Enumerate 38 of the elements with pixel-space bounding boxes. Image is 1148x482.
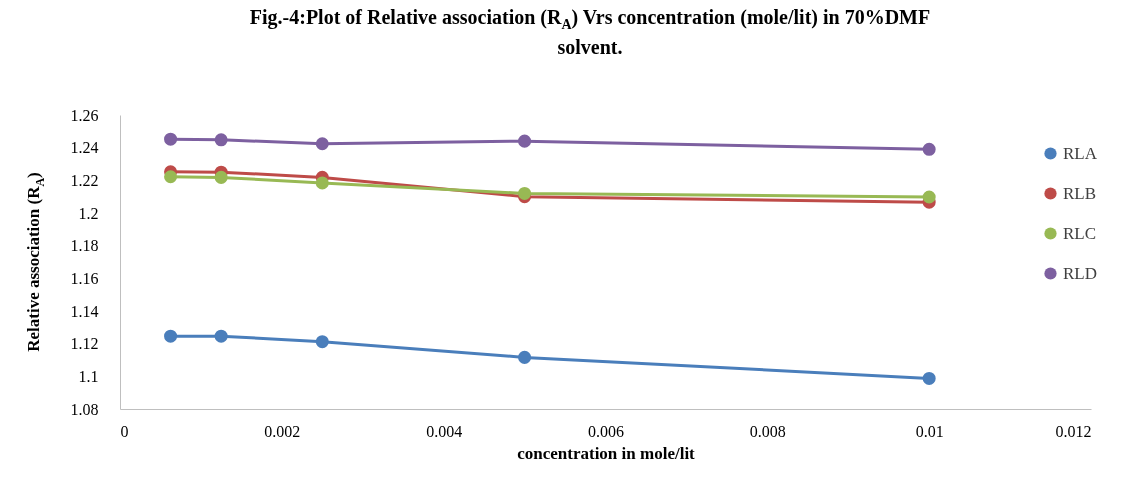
x-tick-label: 0.008 <box>749 422 786 440</box>
point <box>164 132 178 146</box>
point <box>922 190 936 204</box>
x-tick-label: 0 <box>120 422 129 440</box>
y-tick-label: 1.22 <box>70 171 99 189</box>
x-tick-label: 0.01 <box>915 422 944 440</box>
legend-label: RLA <box>1063 143 1098 163</box>
chart-title: Fig.-4:Plot of Relative association (R$_{A}$) Vrs concentration (mole/lit) in 70%DMF solvent. <box>248 6 932 58</box>
y-tick-label: 1.24 <box>70 139 99 157</box>
point <box>164 170 178 184</box>
y-tick-label: 1.1 <box>78 367 99 385</box>
y-tick-label: 1.14 <box>70 302 99 320</box>
x-tick-label: 0.012 <box>1055 422 1092 440</box>
legend-label: RLB <box>1063 183 1097 203</box>
point <box>518 186 532 200</box>
point <box>164 329 178 343</box>
x-axis-title: concentration in mole/lit <box>517 443 696 463</box>
point <box>922 142 936 156</box>
point <box>214 133 228 147</box>
point <box>214 170 228 184</box>
x-tick-label: 0.002 <box>264 422 301 440</box>
y-tick-label: 1.18 <box>70 237 99 255</box>
y-tick-label: 1.12 <box>70 335 99 353</box>
point <box>315 335 329 349</box>
y-tick-label: 1.08 <box>70 400 99 418</box>
y-tick-label: 1.16 <box>70 269 99 287</box>
point <box>214 329 228 343</box>
point <box>518 134 532 148</box>
x-tick-label: 0.006 <box>588 422 624 440</box>
y-tick-label: 1.26 <box>70 106 99 124</box>
point <box>315 137 329 151</box>
legend-label: RLD <box>1063 263 1097 283</box>
y-tick-label: 1.2 <box>78 204 99 222</box>
point <box>922 371 936 385</box>
legend-label: RLC <box>1063 223 1097 243</box>
point <box>518 350 532 364</box>
point <box>315 176 329 190</box>
x-tick-label: 0.004 <box>426 422 463 440</box>
